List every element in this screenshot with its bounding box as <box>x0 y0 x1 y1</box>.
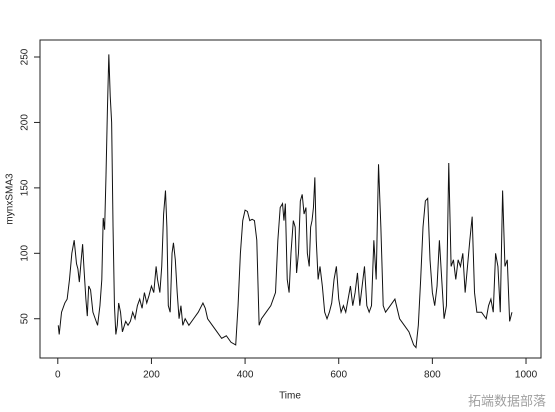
y-tick-label: 200 <box>20 114 31 131</box>
x-tick-label: 800 <box>424 370 441 381</box>
x-tick-label: 600 <box>330 370 347 381</box>
y-tick-label: 150 <box>20 179 31 196</box>
x-tick-label: 1000 <box>515 370 538 381</box>
x-tick-label: 0 <box>55 370 61 381</box>
y-axis-label: mynxSMA3 <box>5 173 16 225</box>
y-tick-label: 100 <box>20 245 31 262</box>
watermark: 拓端数据部落 <box>468 393 546 408</box>
y-tick-label: 250 <box>20 48 31 65</box>
y-tick-label: 50 <box>20 313 31 325</box>
x-axis-label: Time <box>279 391 301 402</box>
x-tick-label: 400 <box>237 370 254 381</box>
x-tick-label: 200 <box>143 370 160 381</box>
data-line <box>57 54 513 349</box>
plot-frame <box>39 39 542 359</box>
